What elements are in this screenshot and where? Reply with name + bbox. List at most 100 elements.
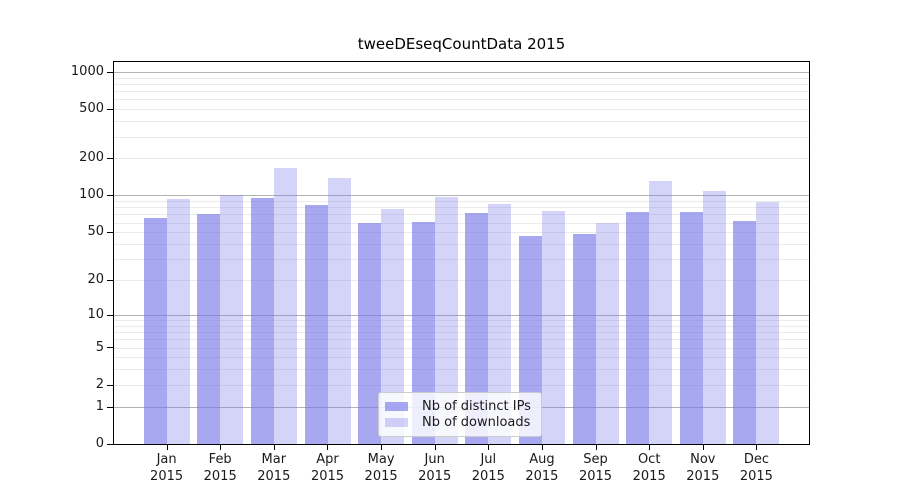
gridline-major-100 — [114, 195, 809, 197]
gridline-minor-40 — [114, 243, 809, 245]
gridline-minor-600 — [114, 99, 809, 101]
y-tick-2 — [107, 385, 113, 386]
x-tick-month-nov: Nov — [690, 452, 716, 467]
y-tick-label-200: 200 — [79, 150, 104, 166]
gridline-minor-6 — [114, 339, 809, 341]
bar-distinct-ips-jan — [143, 218, 167, 444]
y-tick-50 — [107, 232, 113, 233]
gridline-minor-8 — [114, 325, 809, 327]
chart-title: tweeDEseqCountData 2015 — [357, 35, 566, 53]
x-tick-month-aug: Aug — [529, 452, 555, 467]
y-tick-label-100: 100 — [79, 187, 104, 203]
legend-label-distinct-ips: Nb of distinct IPs — [422, 398, 531, 414]
legend-item-downloads: Nb of downloads — [385, 415, 535, 430]
x-tick-feb — [220, 445, 221, 450]
x-tick-nov — [703, 445, 704, 450]
y-tick-label-0: 0 — [95, 436, 104, 451]
y-tick-20 — [107, 280, 113, 281]
x-tick-may — [381, 445, 382, 450]
x-tick-year-jan: 2015 — [150, 469, 184, 484]
y-tick-5 — [107, 347, 113, 348]
bar-downloads-jun — [434, 197, 458, 444]
bar-distinct-ips-sep — [572, 234, 596, 444]
gridline-minor-60 — [114, 222, 809, 224]
bar-downloads-mar — [273, 167, 297, 444]
gridline-minor-3 — [114, 369, 809, 371]
bar-downloads-sep — [595, 222, 619, 444]
gridline-minor-4 — [114, 357, 809, 359]
x-tick-year-apr: 2015 — [310, 469, 345, 484]
x-tick-year-jun: 2015 — [418, 469, 452, 484]
x-tick-year-oct: 2015 — [632, 469, 666, 484]
x-tick-month-jan: Jan — [156, 452, 177, 467]
x-tick-year-sep: 2015 — [578, 469, 613, 484]
gridline-minor-200 — [114, 158, 809, 160]
x-tick-sep — [596, 445, 597, 450]
bar-downloads-nov — [702, 191, 726, 444]
gridline-minor-20 — [114, 280, 809, 281]
legend: Nb of distinct IPs Nb of downloads — [378, 392, 542, 437]
x-tick-jul — [488, 445, 489, 450]
bar-distinct-ips-may — [358, 222, 382, 444]
gridline-minor-30 — [114, 259, 809, 260]
gridline-minor-80 — [114, 207, 809, 209]
gridline-minor-700 — [114, 91, 809, 92]
bar-downloads-oct — [649, 180, 673, 444]
gridline-minor-9 — [114, 320, 809, 321]
bar-distinct-ips-nov — [679, 212, 703, 444]
y-tick-label-1: 1 — [95, 398, 104, 414]
x-tick-label-aug: Aug 2015 — [512, 451, 572, 485]
x-tick-month-may: May — [367, 452, 395, 467]
x-tick-jan — [167, 445, 168, 450]
x-tick-year-jul: 2015 — [471, 469, 505, 484]
legend-swatch-distinct-ips-icon — [385, 401, 408, 411]
gridline-minor-2 — [114, 384, 809, 386]
x-tick-year-aug: 2015 — [525, 469, 559, 484]
y-tick-label-20: 20 — [87, 272, 104, 287]
bar-distinct-ips-mar — [250, 198, 274, 444]
x-tick-year-dec: 2015 — [739, 469, 773, 484]
x-tick-label-dec: Dec 2015 — [726, 451, 786, 485]
bar-downloads-dec — [756, 201, 780, 444]
bar-downloads-apr — [327, 178, 351, 444]
x-tick-label-apr: Apr 2015 — [298, 451, 358, 485]
x-tick-label-nov: Nov 2015 — [673, 451, 733, 485]
x-tick-label-oct: Oct 2015 — [619, 451, 679, 485]
gridline-major-1000 — [114, 71, 809, 73]
x-tick-label-jan: Jan 2015 — [137, 451, 197, 485]
y-tick-label-500: 500 — [79, 101, 104, 117]
bar-distinct-ips-aug — [518, 235, 542, 444]
x-tick-year-nov: 2015 — [686, 469, 720, 484]
y-tick-1000 — [107, 72, 113, 73]
y-tick-10 — [107, 315, 113, 316]
legend-swatch-downloads-icon — [385, 418, 408, 428]
gridline-minor-500 — [114, 109, 809, 111]
x-tick-label-jun: Jun 2015 — [405, 451, 465, 485]
gridline-minor-50 — [114, 232, 809, 234]
bar-downloads-jan — [166, 199, 190, 444]
x-tick-aug — [542, 445, 543, 450]
gridline-minor-900 — [114, 77, 809, 79]
x-tick-label-sep: Sep 2015 — [566, 451, 626, 485]
x-tick-oct — [649, 445, 650, 450]
gridline-minor-400 — [114, 121, 809, 123]
x-tick-month-feb: Feb — [208, 452, 232, 467]
gridline-minor-7 — [114, 332, 809, 333]
x-tick-month-mar: Mar — [261, 452, 287, 467]
gridline-minor-300 — [114, 136, 809, 138]
bar-downloads-may — [381, 208, 405, 444]
gridline-minor-90 — [114, 201, 809, 202]
x-tick-year-feb: 2015 — [203, 469, 237, 484]
y-tick-0 — [107, 444, 113, 445]
legend-label-downloads: Nb of downloads — [422, 415, 531, 431]
y-tick-500 — [107, 109, 113, 110]
bar-downloads-jul — [488, 204, 512, 444]
bar-downloads-aug — [541, 210, 565, 444]
x-tick-dec — [756, 445, 757, 450]
x-tick-year-may: 2015 — [364, 469, 398, 484]
x-tick-apr — [327, 445, 328, 450]
x-tick-label-mar: Mar 2015 — [244, 451, 304, 485]
y-tick-label-5: 5 — [95, 339, 104, 355]
x-tick-year-mar: 2015 — [257, 469, 291, 484]
